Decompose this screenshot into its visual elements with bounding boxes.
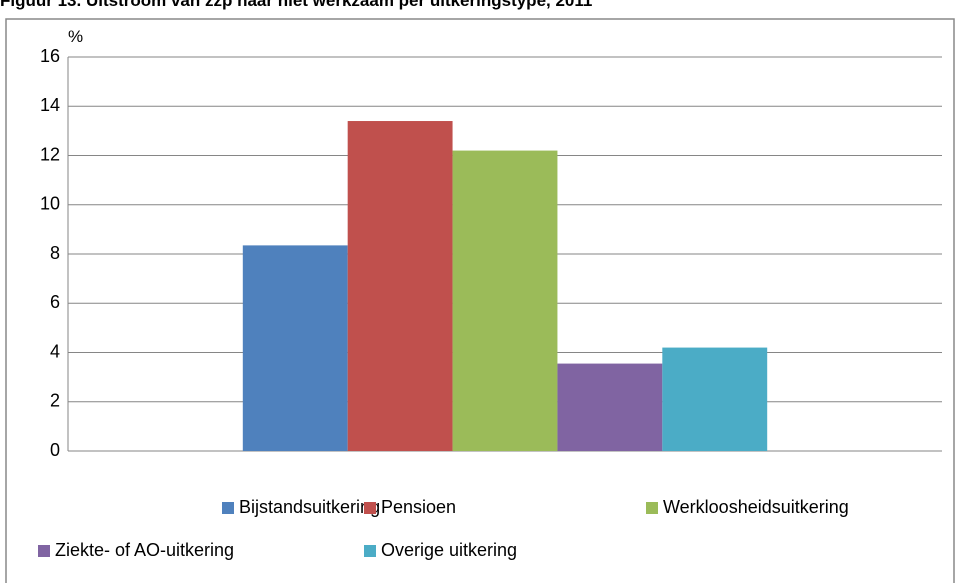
legend-swatch — [364, 502, 376, 514]
y-tick-label: 14 — [40, 95, 60, 115]
legend-swatch — [646, 502, 658, 514]
legend-swatch — [222, 502, 234, 514]
legend-swatch — [38, 545, 50, 557]
legend-label: Ziekte- of AO-uitkering — [55, 540, 234, 560]
y-axis-label: % — [68, 27, 83, 46]
y-tick-label: 12 — [40, 144, 60, 164]
bar — [452, 150, 558, 451]
legend-label: Overige uitkering — [381, 540, 517, 560]
y-tick-label: 10 — [40, 194, 60, 214]
bar — [242, 245, 348, 451]
y-tick-label: 0 — [50, 440, 60, 460]
bar — [347, 121, 453, 452]
y-tick-label: 6 — [50, 292, 60, 312]
chart-title: Figuur 13. Uitstroom van zzp naar niet w… — [0, 0, 592, 10]
y-tick-label: 4 — [50, 341, 60, 361]
bar — [557, 363, 663, 451]
legend-swatch — [364, 545, 376, 557]
y-tick-label: 8 — [50, 243, 60, 263]
y-tick-label: 2 — [50, 391, 60, 411]
bar — [662, 347, 768, 451]
y-tick-label: 16 — [40, 46, 60, 66]
legend-label: Pensioen — [381, 497, 456, 517]
legend-label: Bijstandsuitkering — [239, 497, 380, 517]
legend-label: Werkloosheidsuitkering — [663, 497, 849, 517]
